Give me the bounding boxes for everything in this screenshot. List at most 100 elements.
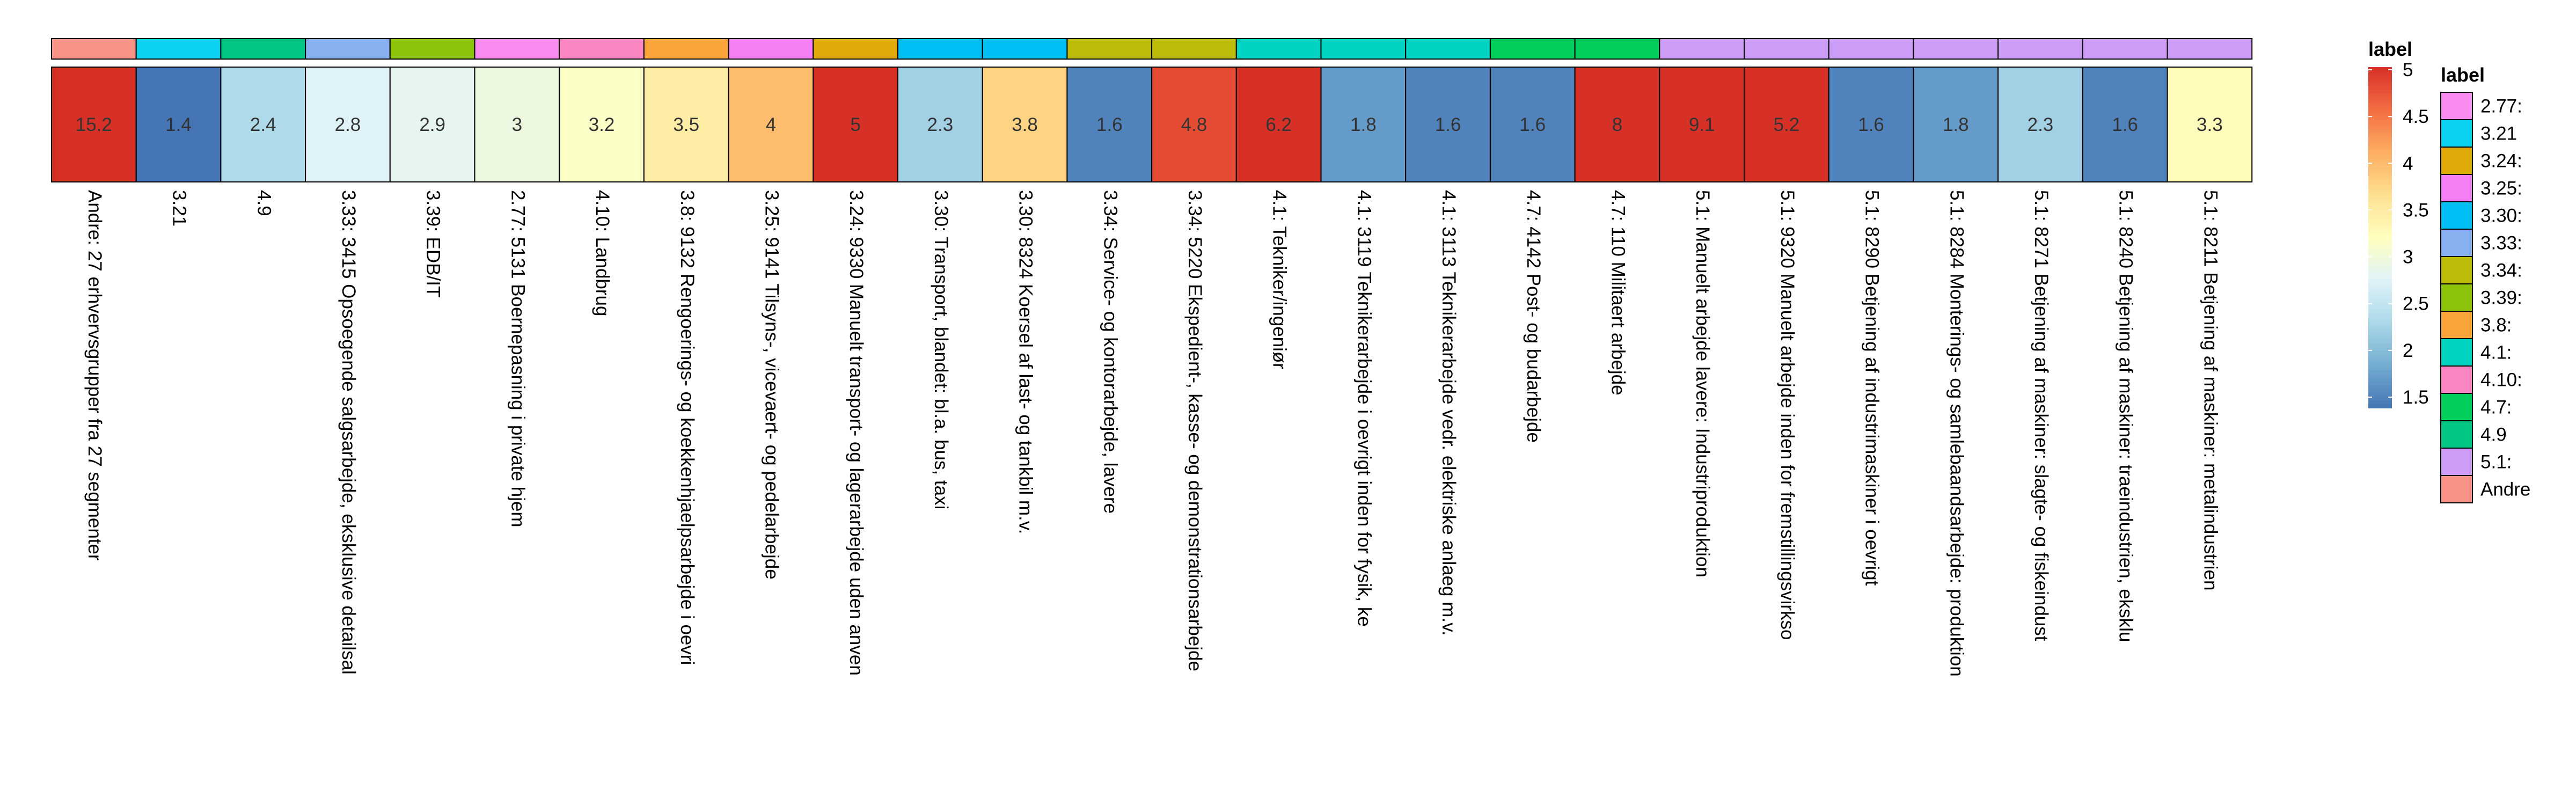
color-legend-step [2368,294,2392,299]
column-label: 3.39: EDB/IT [423,190,444,297]
cell-value-label: 1.8 [1943,114,1969,135]
column-label: 3.33: 3415 Opsoegende salgsarbejde, eksk… [338,190,359,675]
group-legend-label: 2.77: [2480,96,2522,117]
color-legend-step [2368,75,2392,79]
cell-value-label: 3.2 [589,114,615,135]
group-legend-swatch [2440,475,2473,503]
cell-value-label: 1.4 [165,114,192,135]
color-legend-step [2368,169,2392,174]
cell-value-label: 1.6 [1858,114,1884,135]
color-legend-step [2368,252,2392,257]
color-legend-step [2368,67,2392,71]
color-legend-step [2368,222,2392,227]
color-legend-step [2368,218,2392,223]
heatmap-cell [1151,67,1237,182]
cell-value-label: 2.3 [927,114,954,135]
cell-value-label: 6.2 [1265,114,1292,135]
column-label: 5.1: 9320 Manuelt arbejde inden for frem… [1777,190,1798,640]
color-legend-step [2368,162,2392,166]
color-legend-step [2368,226,2392,231]
heatmap-cell [982,67,1068,182]
column-label: 3.30: 8324 Koersel af last- og tankbil m… [1015,190,1036,534]
annotation-cell [1066,38,1153,60]
group-legend-title: label [2441,64,2485,86]
color-scale-legend: label 5 4.5 4 3.5 3 2.5 2 1.5 [2368,38,2429,408]
color-legend-step [2368,283,2392,288]
color-legend-step [2368,335,2392,340]
cell-value-label: 5.2 [1774,114,1800,135]
heatmap-cell [1235,67,1322,182]
annotation-cell [474,38,560,60]
column-label: 5.1: 8271 Betjening af maskiner: slagte-… [2031,190,2052,641]
color-legend-step [2368,93,2392,98]
column-label: 4.9 [253,190,274,216]
color-legend-step [2368,374,2392,378]
color-legend-step [2368,324,2392,329]
color-legend-step [2368,150,2392,155]
color-legend-step [2368,139,2392,143]
color-legend-step [2368,120,2392,125]
color-legend-step [2368,389,2392,393]
annotation-cell [2082,38,2168,60]
annotation-cell [1913,38,1999,60]
column-label: 3.34: Service- og kontorarbejde, lavere [1100,190,1121,514]
cell-value-label: 1.6 [2112,114,2138,135]
color-legend-step [2368,351,2392,356]
cell-value-label: 2.4 [250,114,276,135]
color-legend-ticks: 5 4.5 4 3.5 3 2.5 2 1.5 [2368,60,2429,408]
column-label: 3.30: Transport, blandet: bl.a. bus, tax… [931,190,952,509]
color-legend-step [2368,245,2392,250]
color-legend-step [2368,366,2392,371]
color-legend-step [2368,184,2392,189]
column-labels: Andre: 27 erhvervsgrupper fra 27 segment… [84,190,2221,677]
annotation-cell [2167,38,2253,60]
group-legend: label 2.77: 3.21 3.24: 3.25: 3.30: 3.33: 3.34:… [2440,64,2530,503]
color-legend-step [2368,256,2392,261]
color-legend-tick-label: 3.5 [2403,200,2429,221]
group-legend-label: 3.25: [2480,178,2522,199]
heatmap-cell [559,67,645,182]
color-legend-step [2368,188,2392,193]
color-legend-step [2368,147,2392,151]
color-legend-step [2368,112,2392,117]
column-label: 3.21 [169,190,190,226]
cell-value-label: 1.8 [1350,114,1377,135]
color-legend-step [2368,362,2392,367]
color-legend-step [2368,211,2392,215]
color-legend-step [2368,264,2392,268]
color-legend-tick-label: 1.5 [2403,387,2429,408]
annotation-cell [559,38,645,60]
cell-value-label: 8 [1612,114,1622,135]
cell-value-label: 2.8 [335,114,361,135]
group-legend-swatch [2440,256,2473,284]
color-legend-step [2368,248,2392,253]
group-legend-swatch [2440,119,2473,148]
color-legend-tick-label: 2 [2403,340,2413,361]
color-legend-step [2368,105,2392,109]
color-legend-step [2368,343,2392,348]
group-legend-label: 3.39: [2480,288,2522,309]
cell-value-label: 3.5 [673,114,699,135]
heatmap-cell [643,67,729,182]
column-label: 4.1: Tekniker/ingeniør [1269,190,1290,369]
column-label: 2.77: 5131 Boernepasning i private hjem [507,190,528,527]
heatmap-cell [51,67,137,182]
cell-value-label: 3.8 [1012,114,1038,135]
color-legend-step [2368,275,2392,280]
color-legend-step [2368,309,2392,314]
color-legend-step [2368,385,2392,390]
group-legend-swatch [2440,365,2473,394]
color-legend-step [2368,82,2392,87]
heatmap-cell [1405,67,1491,182]
color-legend-step [2368,279,2392,283]
annotation-row [51,38,2253,60]
column-label: 5.1: 8290 Betjening af industrimaskiner … [1862,190,1883,586]
color-legend-step [2368,158,2392,163]
color-legend-title: label [2368,38,2412,60]
column-label: 5.1: Manuelt arbejde lavere: Industripro… [1692,190,1713,577]
cell-value-label: 2.3 [2028,114,2054,135]
group-legend-swatch [2440,311,2473,339]
column-label: 5.1: 8211 Betjening af maskiner: metalin… [2200,190,2221,590]
color-legend-step [2368,305,2392,310]
annotation-cell [1489,38,1576,60]
